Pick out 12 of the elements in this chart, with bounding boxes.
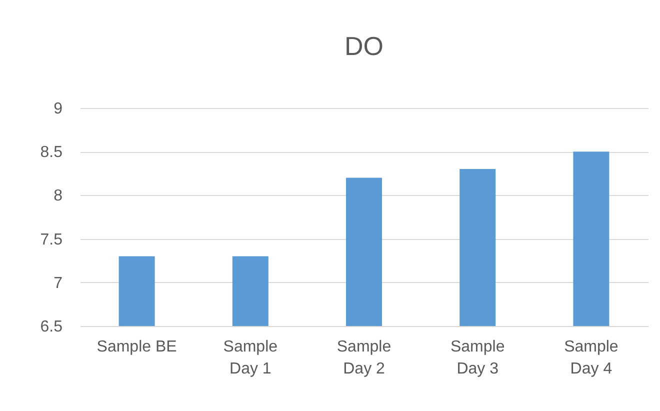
y-tick-label: 8.5 (40, 144, 63, 162)
y-tick-label: 9 (54, 100, 63, 118)
y-tick-label: 7 (54, 274, 63, 292)
y-tick-label: 7.5 (40, 231, 63, 248)
y-tick-label: 6.5 (40, 318, 63, 336)
x-tick-label: Sample Day 4 (564, 338, 618, 378)
x-tick-label: Sample Day 2 (336, 338, 392, 378)
y-tick-label: 8 (54, 188, 63, 205)
x-tick-label: Sample Day 1 (223, 338, 278, 378)
x-tick-label: Sample BE (96, 338, 177, 356)
x-tick-label: Sample Day 3 (450, 338, 505, 378)
chart-title: DO (344, 31, 384, 61)
